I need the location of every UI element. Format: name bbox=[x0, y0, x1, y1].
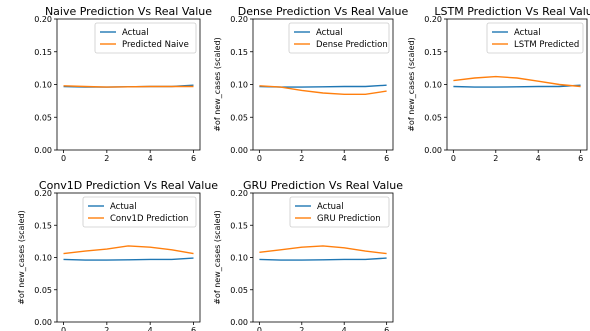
x-tick-label: 6 bbox=[384, 326, 389, 331]
legend-entry: Actual bbox=[317, 202, 344, 212]
chart-title: LSTM Prediction Vs Real Value bbox=[434, 5, 590, 18]
legend-box bbox=[486, 22, 584, 54]
y-tick-label: 0.10 bbox=[34, 81, 52, 90]
chart-title: GRU Prediction Vs Real Value bbox=[243, 179, 403, 192]
y-tick-label: 0.00 bbox=[230, 146, 248, 155]
x-tick-label: 6 bbox=[578, 154, 583, 163]
x-tick-label: 0 bbox=[61, 154, 66, 163]
y-axis-label: #of new_cases (scaled) bbox=[213, 210, 222, 305]
x-tick-label: 0 bbox=[61, 326, 66, 331]
series-line-prediction bbox=[259, 245, 387, 255]
plot-frame bbox=[446, 18, 588, 151]
legend-box bbox=[94, 22, 197, 54]
y-tick-label: 0.20 bbox=[230, 189, 248, 198]
y-tick-label: 0.00 bbox=[34, 318, 52, 327]
x-tick-label: 4 bbox=[536, 154, 541, 163]
y-tick-label: 0.00 bbox=[34, 146, 52, 155]
y-tick-label: 0.05 bbox=[230, 286, 248, 295]
legend-box bbox=[288, 22, 390, 54]
y-tick-label: 0.15 bbox=[34, 221, 52, 230]
legend-entry: LSTM Predicted bbox=[514, 40, 579, 50]
series-line-actual bbox=[63, 257, 194, 261]
legend: Actual Conv1D Prediction bbox=[82, 196, 197, 228]
x-tick-label: 2 bbox=[104, 154, 109, 163]
legend: Actual Dense Prediction bbox=[288, 22, 390, 54]
legend-entry: Actual bbox=[110, 202, 137, 212]
series-line-prediction bbox=[259, 85, 387, 96]
legend-entry: Actual bbox=[514, 28, 541, 38]
y-tick-label: 0.20 bbox=[424, 15, 442, 24]
legend-box bbox=[82, 196, 197, 228]
x-tick-label: 6 bbox=[191, 154, 196, 163]
plot-frame bbox=[56, 192, 201, 323]
x-tick-label: 2 bbox=[493, 154, 498, 163]
x-tick-label: 0 bbox=[451, 154, 456, 163]
legend-entry: Dense Prediction bbox=[316, 40, 388, 50]
y-axis-label: #of new_cases (scaled) bbox=[17, 210, 26, 305]
x-tick-label: 2 bbox=[299, 154, 304, 163]
y-tick-label: 0.05 bbox=[424, 113, 442, 122]
x-tick-label: 4 bbox=[148, 154, 153, 163]
plot-frame bbox=[252, 18, 394, 151]
chart-panel-4: Conv1D Prediction Vs Real Value #of new_c… bbox=[17, 179, 218, 331]
y-tick-label: 0.05 bbox=[34, 286, 52, 295]
chart-title: Naive Prediction Vs Real Value bbox=[45, 5, 212, 18]
legend-box bbox=[289, 196, 390, 228]
chart-title: Conv1D Prediction Vs Real Value bbox=[39, 179, 218, 192]
x-tick-label: 4 bbox=[342, 154, 347, 163]
chart-panel-5: GRU Prediction Vs Real Value #of new_case… bbox=[213, 179, 403, 331]
series-line-prediction bbox=[453, 75, 581, 88]
y-axis-label: #of new_cases (scaled) bbox=[407, 37, 416, 132]
y-tick-label: 0.15 bbox=[424, 48, 442, 57]
series-line-actual bbox=[453, 84, 581, 88]
y-tick-label: 0.20 bbox=[230, 15, 248, 24]
chart-panel-2: Dense Prediction Vs Real Value #of new_ca… bbox=[213, 5, 408, 163]
x-tick-label: 6 bbox=[191, 326, 196, 331]
y-tick-label: 0.20 bbox=[34, 189, 52, 198]
y-tick-label: 0.10 bbox=[34, 254, 52, 263]
legend-entry: GRU Prediction bbox=[317, 214, 381, 224]
x-tick-label: 4 bbox=[342, 326, 347, 331]
chart-panel-1: Naive Prediction Vs Real Value 0.00 0.05 0.… bbox=[34, 5, 212, 163]
y-tick-label: 0.00 bbox=[230, 318, 248, 327]
legend: Actual Predicted Naive bbox=[94, 22, 197, 54]
legend: Actual GRU Prediction bbox=[289, 196, 390, 228]
x-tick-label: 4 bbox=[148, 326, 153, 331]
series-line-actual bbox=[259, 257, 387, 261]
y-tick-label: 0.10 bbox=[230, 254, 248, 263]
y-tick-label: 0.00 bbox=[424, 146, 442, 155]
x-tick-label: 0 bbox=[257, 326, 262, 331]
series-line-prediction bbox=[63, 245, 194, 255]
legend-entry: Predicted Naive bbox=[122, 40, 189, 50]
series-line-prediction bbox=[63, 85, 194, 88]
x-tick-label: 6 bbox=[384, 154, 389, 163]
x-tick-label: 2 bbox=[299, 326, 304, 331]
y-tick-label: 0.10 bbox=[230, 81, 248, 90]
legend-entry: Conv1D Prediction bbox=[110, 214, 188, 224]
chart-title: Dense Prediction Vs Real Value bbox=[238, 5, 409, 18]
y-tick-label: 0.05 bbox=[230, 113, 248, 122]
legend-entry: Actual bbox=[316, 28, 343, 38]
y-tick-label: 0.15 bbox=[34, 48, 52, 57]
y-tick-label: 0.15 bbox=[230, 221, 248, 230]
legend-entry: Actual bbox=[122, 28, 149, 38]
plot-frame bbox=[56, 18, 201, 151]
y-axis-label: #of new_cases (scaled) bbox=[213, 37, 222, 132]
plot-frame bbox=[252, 192, 394, 323]
x-tick-label: 0 bbox=[257, 154, 262, 163]
x-tick-label: 2 bbox=[104, 326, 109, 331]
y-tick-label: 0.05 bbox=[34, 113, 52, 122]
y-tick-label: 0.10 bbox=[424, 81, 442, 90]
y-tick-label: 0.15 bbox=[230, 48, 248, 57]
chart-panel-3: LSTM Prediction Vs Real Value #of new_cas… bbox=[407, 5, 590, 163]
legend: Actual LSTM Predicted bbox=[486, 22, 584, 54]
y-tick-label: 0.20 bbox=[34, 15, 52, 24]
